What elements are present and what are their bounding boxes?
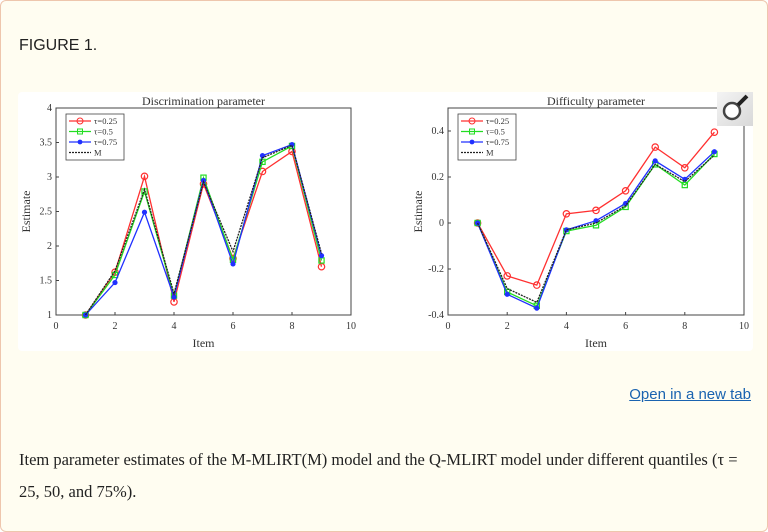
chart-2: Difficulty parameter Item Estimate 0 2 4 6 8 10 -… <box>411 94 749 350</box>
x-axis-label: Item <box>193 336 216 350</box>
x-tick-label: 2 <box>113 321 118 332</box>
data-point <box>651 143 660 151</box>
legend: τ=0.25τ=0.5τ=0.75M <box>457 113 517 161</box>
legend-marker <box>76 117 84 125</box>
x-tick-label: 6 <box>231 321 236 332</box>
figure-image[interactable]: Discrimination parameter Item Estimate 0 2 4 6… <box>18 92 753 351</box>
legend-label: τ=0.75 <box>94 137 117 147</box>
data-point <box>171 294 177 300</box>
y-tick-label: 3 <box>47 172 52 183</box>
y-tick-label: 2 <box>47 241 52 252</box>
series-line-1 <box>477 131 715 286</box>
data-point <box>562 210 571 218</box>
x-tick-label: 10 <box>346 321 356 332</box>
series-line-4 <box>84 144 323 316</box>
data-point <box>563 227 570 233</box>
legend-marker <box>468 117 476 125</box>
zoom-magnifier-button[interactable] <box>717 92 753 126</box>
data-point <box>504 291 510 297</box>
open-in-new-tab-link[interactable]: Open in a new tab <box>629 386 751 403</box>
x-tick-label: 0 <box>446 321 451 332</box>
x-tick-label: 6 <box>623 321 628 332</box>
data-point <box>259 158 266 166</box>
y-tick-label: 3.5 <box>40 138 53 149</box>
data-point <box>652 158 658 164</box>
data-point <box>710 128 719 136</box>
y-axis-label: Estimate <box>411 191 425 233</box>
y-tick-label: 4 <box>47 103 52 114</box>
figure-label: FIGURE 1. <box>19 37 98 54</box>
legend-label: τ=0.25 <box>94 116 117 126</box>
legend: τ=0.25τ=0.5τ=0.75M <box>65 113 125 161</box>
legend-label: τ=0.5 <box>486 127 505 137</box>
x-axis-label: Item <box>585 336 608 350</box>
y-tick-label: -0.4 <box>428 310 444 321</box>
legend-label: τ=0.5 <box>94 127 113 137</box>
data-point <box>503 272 512 280</box>
chart-title: Discrimination parameter <box>142 94 265 108</box>
charts-svg: Discrimination parameter Item Estimate 0 2 4 6… <box>19 94 749 350</box>
chart-title: Difficulty parameter <box>547 94 645 108</box>
y-tick-label: 1 <box>47 310 52 321</box>
legend-marker <box>469 139 475 145</box>
data-point <box>140 172 149 181</box>
data-point <box>534 305 540 311</box>
figure-caption: Item parameter estimates of the M-MLIRT(… <box>19 450 738 501</box>
y-tick-label: 0 <box>439 218 444 229</box>
y-tick-label: 0.2 <box>432 172 445 183</box>
data-point <box>680 164 689 172</box>
legend-label: τ=0.75 <box>486 137 509 147</box>
y-tick-label: 0.4 <box>432 126 445 137</box>
y-tick-label: 1.5 <box>40 276 53 287</box>
x-tick-label: 8 <box>682 321 687 332</box>
data-point <box>112 279 118 286</box>
x-tick-label: 8 <box>290 321 295 332</box>
y-tick-label: 2.5 <box>40 207 53 218</box>
data-point <box>318 253 325 259</box>
data-point <box>711 149 718 155</box>
legend-label: M <box>486 148 494 158</box>
legend-label: τ=0.25 <box>486 116 509 126</box>
x-tick-label: 10 <box>739 321 749 332</box>
legend-label: M <box>94 148 102 158</box>
data-point <box>141 209 148 215</box>
y-axis-label: Estimate <box>19 191 33 233</box>
x-tick-label: 4 <box>564 321 569 332</box>
chart-1: Discrimination parameter Item Estimate 0 2 4 6… <box>19 94 356 350</box>
x-tick-label: 2 <box>505 321 510 332</box>
series-line-2 <box>84 144 323 316</box>
data-point <box>230 261 236 267</box>
legend-marker <box>469 128 475 135</box>
series-line-2 <box>477 153 715 307</box>
data-point <box>259 153 266 159</box>
x-tick-label: 4 <box>172 321 177 332</box>
legend-marker <box>77 128 83 135</box>
data-point <box>681 181 689 189</box>
data-point <box>592 206 600 215</box>
legend-marker <box>77 139 83 145</box>
y-tick-label: -0.2 <box>428 264 444 275</box>
x-tick-label: 0 <box>54 321 59 332</box>
magnifier-icon <box>722 94 749 121</box>
data-point <box>532 281 541 289</box>
data-point <box>621 187 630 195</box>
series-line-4 <box>477 154 715 304</box>
